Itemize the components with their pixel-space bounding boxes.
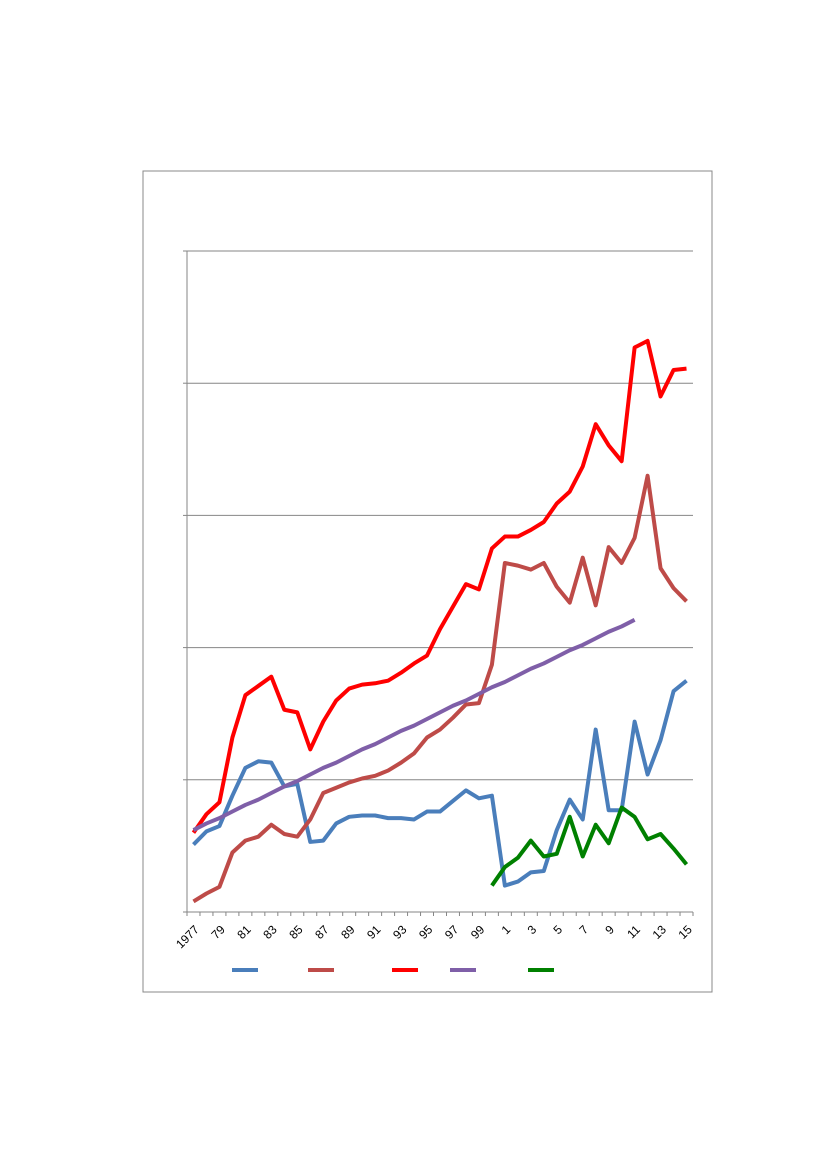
chart-frame (142, 170, 713, 993)
series-line (191, 338, 687, 834)
series-line (192, 679, 688, 888)
series-line (192, 618, 636, 832)
series-line (490, 805, 689, 887)
series-line (192, 473, 688, 904)
